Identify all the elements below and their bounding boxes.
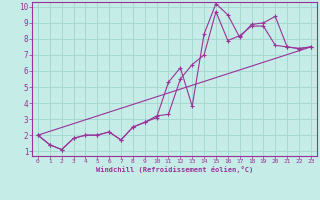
- X-axis label: Windchill (Refroidissement éolien,°C): Windchill (Refroidissement éolien,°C): [96, 166, 253, 173]
